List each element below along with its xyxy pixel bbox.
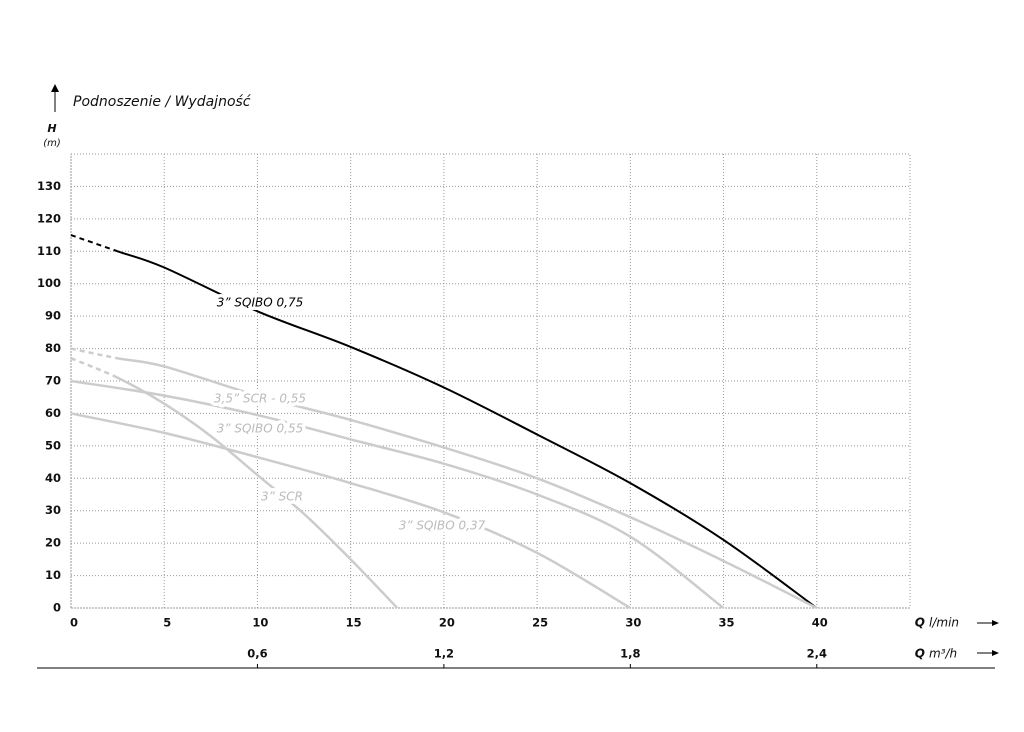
- y-tick-label: 110: [37, 244, 61, 258]
- y-tick-label: 90: [45, 309, 61, 323]
- curves: [70, 234, 818, 610]
- y-tick-label: 0: [53, 601, 61, 615]
- curve: [70, 412, 631, 610]
- x-tick-label: 10: [252, 616, 268, 630]
- x2-label: Q: [915, 647, 925, 661]
- chart-title: Podnoszenie / Wydajność: [73, 94, 252, 110]
- y-tick-label: 60: [45, 406, 61, 420]
- y-tick-label: 40: [45, 471, 61, 485]
- y-unit: (m): [43, 138, 61, 149]
- y-arrow-head: [51, 84, 59, 92]
- x-tick-label: 15: [346, 616, 362, 630]
- x-tick-label: 30: [625, 616, 641, 630]
- curve-label: 3” SCR: [261, 490, 303, 504]
- curve: [70, 347, 818, 610]
- curve-label: 3” SQIBO 0,55: [217, 422, 303, 436]
- curve-label: 3” SQIBO 0,37: [399, 519, 486, 533]
- x2-arrow-head: [992, 650, 999, 656]
- curve: [70, 357, 399, 609]
- x-tick-label: 20: [439, 616, 455, 630]
- x-label: Q: [915, 616, 925, 630]
- y-tick-label: 30: [45, 503, 61, 517]
- x-tick-label: 5: [163, 616, 171, 630]
- y-tick-label: 50: [45, 438, 61, 452]
- curve-label: 3” SQIBO 0,75: [217, 296, 303, 310]
- x2-tick-label: 2,4: [807, 647, 827, 661]
- x-arrow-head: [992, 620, 999, 626]
- x-tick-label: 25: [532, 616, 548, 630]
- x2-tick-label: 1,2: [434, 647, 454, 661]
- plot-frame: [70, 153, 911, 609]
- y-tick-label: 80: [45, 341, 61, 355]
- curve: [70, 234, 818, 609]
- curve-label: 3,5” SCR - 0,55: [214, 392, 306, 406]
- y-tick-label: 130: [37, 179, 61, 193]
- y-tick-label: 20: [45, 536, 61, 550]
- y-tick-label: 100: [37, 276, 61, 290]
- curve: [70, 379, 725, 609]
- y-tick-label: 70: [45, 374, 61, 388]
- x-unit: l/min: [929, 616, 959, 630]
- x2-unit: m³/h: [929, 647, 957, 661]
- x-tick-label: 40: [812, 616, 828, 630]
- y-label: H: [47, 122, 56, 135]
- x2-tick-label: 0,6: [247, 647, 267, 661]
- y-tick-label: 120: [37, 211, 61, 225]
- x-tick-label: 0: [70, 616, 78, 630]
- y-tick-label: 10: [45, 568, 61, 582]
- x2-tick-label: 1,8: [620, 647, 640, 661]
- x-tick-label: 35: [719, 616, 735, 630]
